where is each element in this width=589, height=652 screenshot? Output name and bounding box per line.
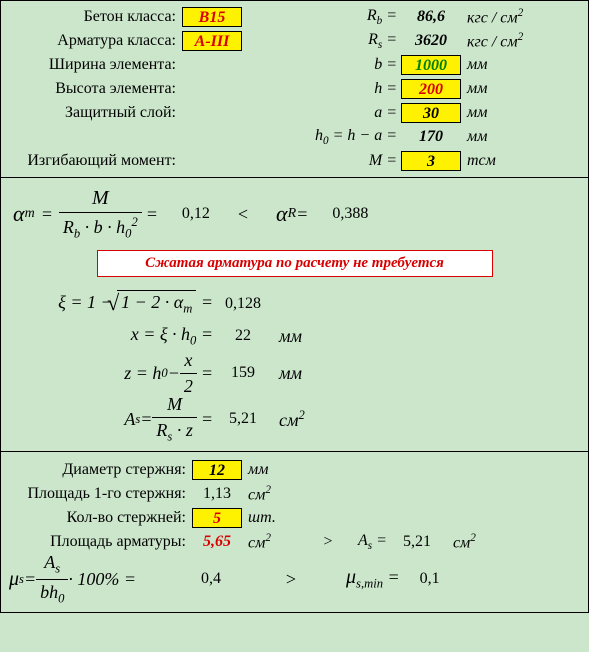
m-unit: тсм [461, 152, 496, 170]
as-req-value: 5,21 [387, 533, 447, 551]
concrete-value-cell[interactable]: В15 [182, 7, 242, 27]
section-calc: αm = M Rb · b · h02 = 0,12 < αR = 0,388 … [1, 178, 588, 452]
moment-label: Изгибающий момент: [1, 152, 182, 170]
h0-value: 170 [401, 128, 461, 146]
row-cover: Защитный слой: a = 30 мм [1, 101, 588, 125]
count-label: Кол-во стержней: [1, 509, 192, 527]
z-formula: z = h0 − x 2 = 159 мм [13, 351, 576, 395]
width-label: Ширина элемента: [1, 56, 182, 74]
a-symbol: a = [242, 104, 401, 122]
section-inputs: Бетон класса: В15 Rb = 86,6 кгс / см2 Ар… [1, 1, 588, 178]
z-frac: x 2 [180, 350, 197, 397]
a-unit: мм [461, 104, 487, 122]
concrete-label: Бетон класса: [1, 8, 182, 26]
h-value-cell[interactable]: 200 [401, 79, 461, 99]
b-unit: мм [461, 56, 487, 74]
xi-value: 0,128 [213, 295, 273, 313]
calc-panel: Бетон класса: В15 Rb = 86,6 кгс / см2 Ар… [0, 0, 589, 613]
h0-unit: мм [461, 128, 487, 146]
m-symbol: M = [242, 152, 401, 170]
h0-formula: h0 = h − a = [242, 127, 401, 147]
as-value: 5,21 [213, 410, 273, 428]
height-label: Высота элемента: [1, 80, 182, 98]
as-formula: As = M Rs · z = 5,21 см2 [13, 395, 576, 443]
b-symbol: b = [242, 56, 401, 74]
row-h0: h0 = h − a = 170 мм [1, 125, 588, 149]
mu-min-value: 0,1 [400, 570, 460, 588]
mu-formula: μs = As bh0 · 100% = 0,4 > μs,min = 0,1 [1, 554, 588, 604]
alpha-m-value: 0,12 [182, 205, 210, 223]
h-symbol: h = [242, 80, 401, 98]
mu-frac: As bh0 [36, 552, 68, 606]
section-results: Диаметр стержня: 12 мм Площадь 1-го стер… [1, 452, 588, 612]
count-unit: шт. [242, 509, 298, 527]
rs-unit: кгс / см2 [461, 31, 523, 51]
xi-formula: ξ = 1 − √ 1 − 2 · αm = 0,128 [13, 287, 576, 321]
h-unit: мм [461, 80, 487, 98]
row-area1: Площадь 1-го стержня: 1,13 см2 [1, 482, 588, 506]
z-value: 159 [213, 364, 273, 382]
rebar-value-cell[interactable]: A-III [182, 31, 242, 51]
dia-unit: мм [242, 461, 298, 479]
mu-value: 0,4 [186, 570, 236, 588]
as-frac: M Rs · z [152, 394, 196, 445]
row-height: Высота элемента: h = 200 мм [1, 77, 588, 101]
rebar-label: Арматура класса: [1, 32, 182, 50]
total-value: 5,65 [192, 533, 242, 551]
row-rebar: Арматура класса: A-III Rs = 3620 кгс / с… [1, 29, 588, 53]
rs-value: 3620 [401, 32, 461, 50]
alpha-m-formula: αm = M Rb · b · h02 = 0,12 < αR = 0,388 [13, 188, 576, 240]
total-label: Площадь арматуры: [1, 533, 192, 551]
row-total-area: Площадь арматуры: 5,65 см2 > As = 5,21 с… [1, 530, 588, 554]
cover-label: Защитный слой: [1, 104, 182, 122]
dia-label: Диаметр стержня: [1, 461, 192, 479]
rb-unit: кгс / см2 [461, 7, 523, 27]
total-unit: см2 [242, 532, 298, 552]
as-req-symbol: As = [358, 532, 387, 552]
m-value-cell[interactable]: 3 [401, 151, 461, 171]
compression-banner: Сжатая арматура по расчету не требуется [97, 250, 493, 277]
gt1: > [298, 533, 358, 551]
gt2: > [236, 569, 346, 590]
row-count: Кол-во стержней: 5 шт. [1, 506, 588, 530]
x-formula: x = ξ · h0 = 22 мм [13, 321, 576, 351]
row-diameter: Диаметр стержня: 12 мм [1, 458, 588, 482]
count-value-cell[interactable]: 5 [192, 508, 242, 528]
row-moment: Изгибающий момент: M = 3 тсм [1, 149, 588, 173]
x-unit: мм [273, 326, 302, 347]
rs-symbol: Rs = [242, 31, 401, 51]
lt-symbol: < [210, 204, 276, 225]
as-unit: см2 [273, 408, 305, 431]
area1-unit: см2 [242, 484, 298, 504]
row-width: Ширина элемента: b = 1000 мм [1, 53, 588, 77]
b-value-cell[interactable]: 1000 [401, 55, 461, 75]
mu-min-symbol: μs,min = [346, 566, 400, 592]
alpha-r-value: 0,388 [332, 205, 368, 223]
dia-value-cell[interactable]: 12 [192, 460, 242, 480]
rb-value: 86,6 [401, 8, 461, 26]
x-value: 22 [213, 327, 273, 345]
row-concrete: Бетон класса: В15 Rb = 86,6 кгс / см2 [1, 5, 588, 29]
area1-value: 1,13 [192, 485, 242, 503]
area1-label: Площадь 1-го стержня: [1, 485, 192, 503]
z-unit: мм [273, 363, 302, 384]
as-req-unit: см2 [447, 532, 476, 552]
alpha-m-frac: M Rb · b · h02 [59, 187, 142, 242]
rb-symbol: Rb = [242, 7, 401, 27]
a-value-cell[interactable]: 30 [401, 103, 461, 123]
